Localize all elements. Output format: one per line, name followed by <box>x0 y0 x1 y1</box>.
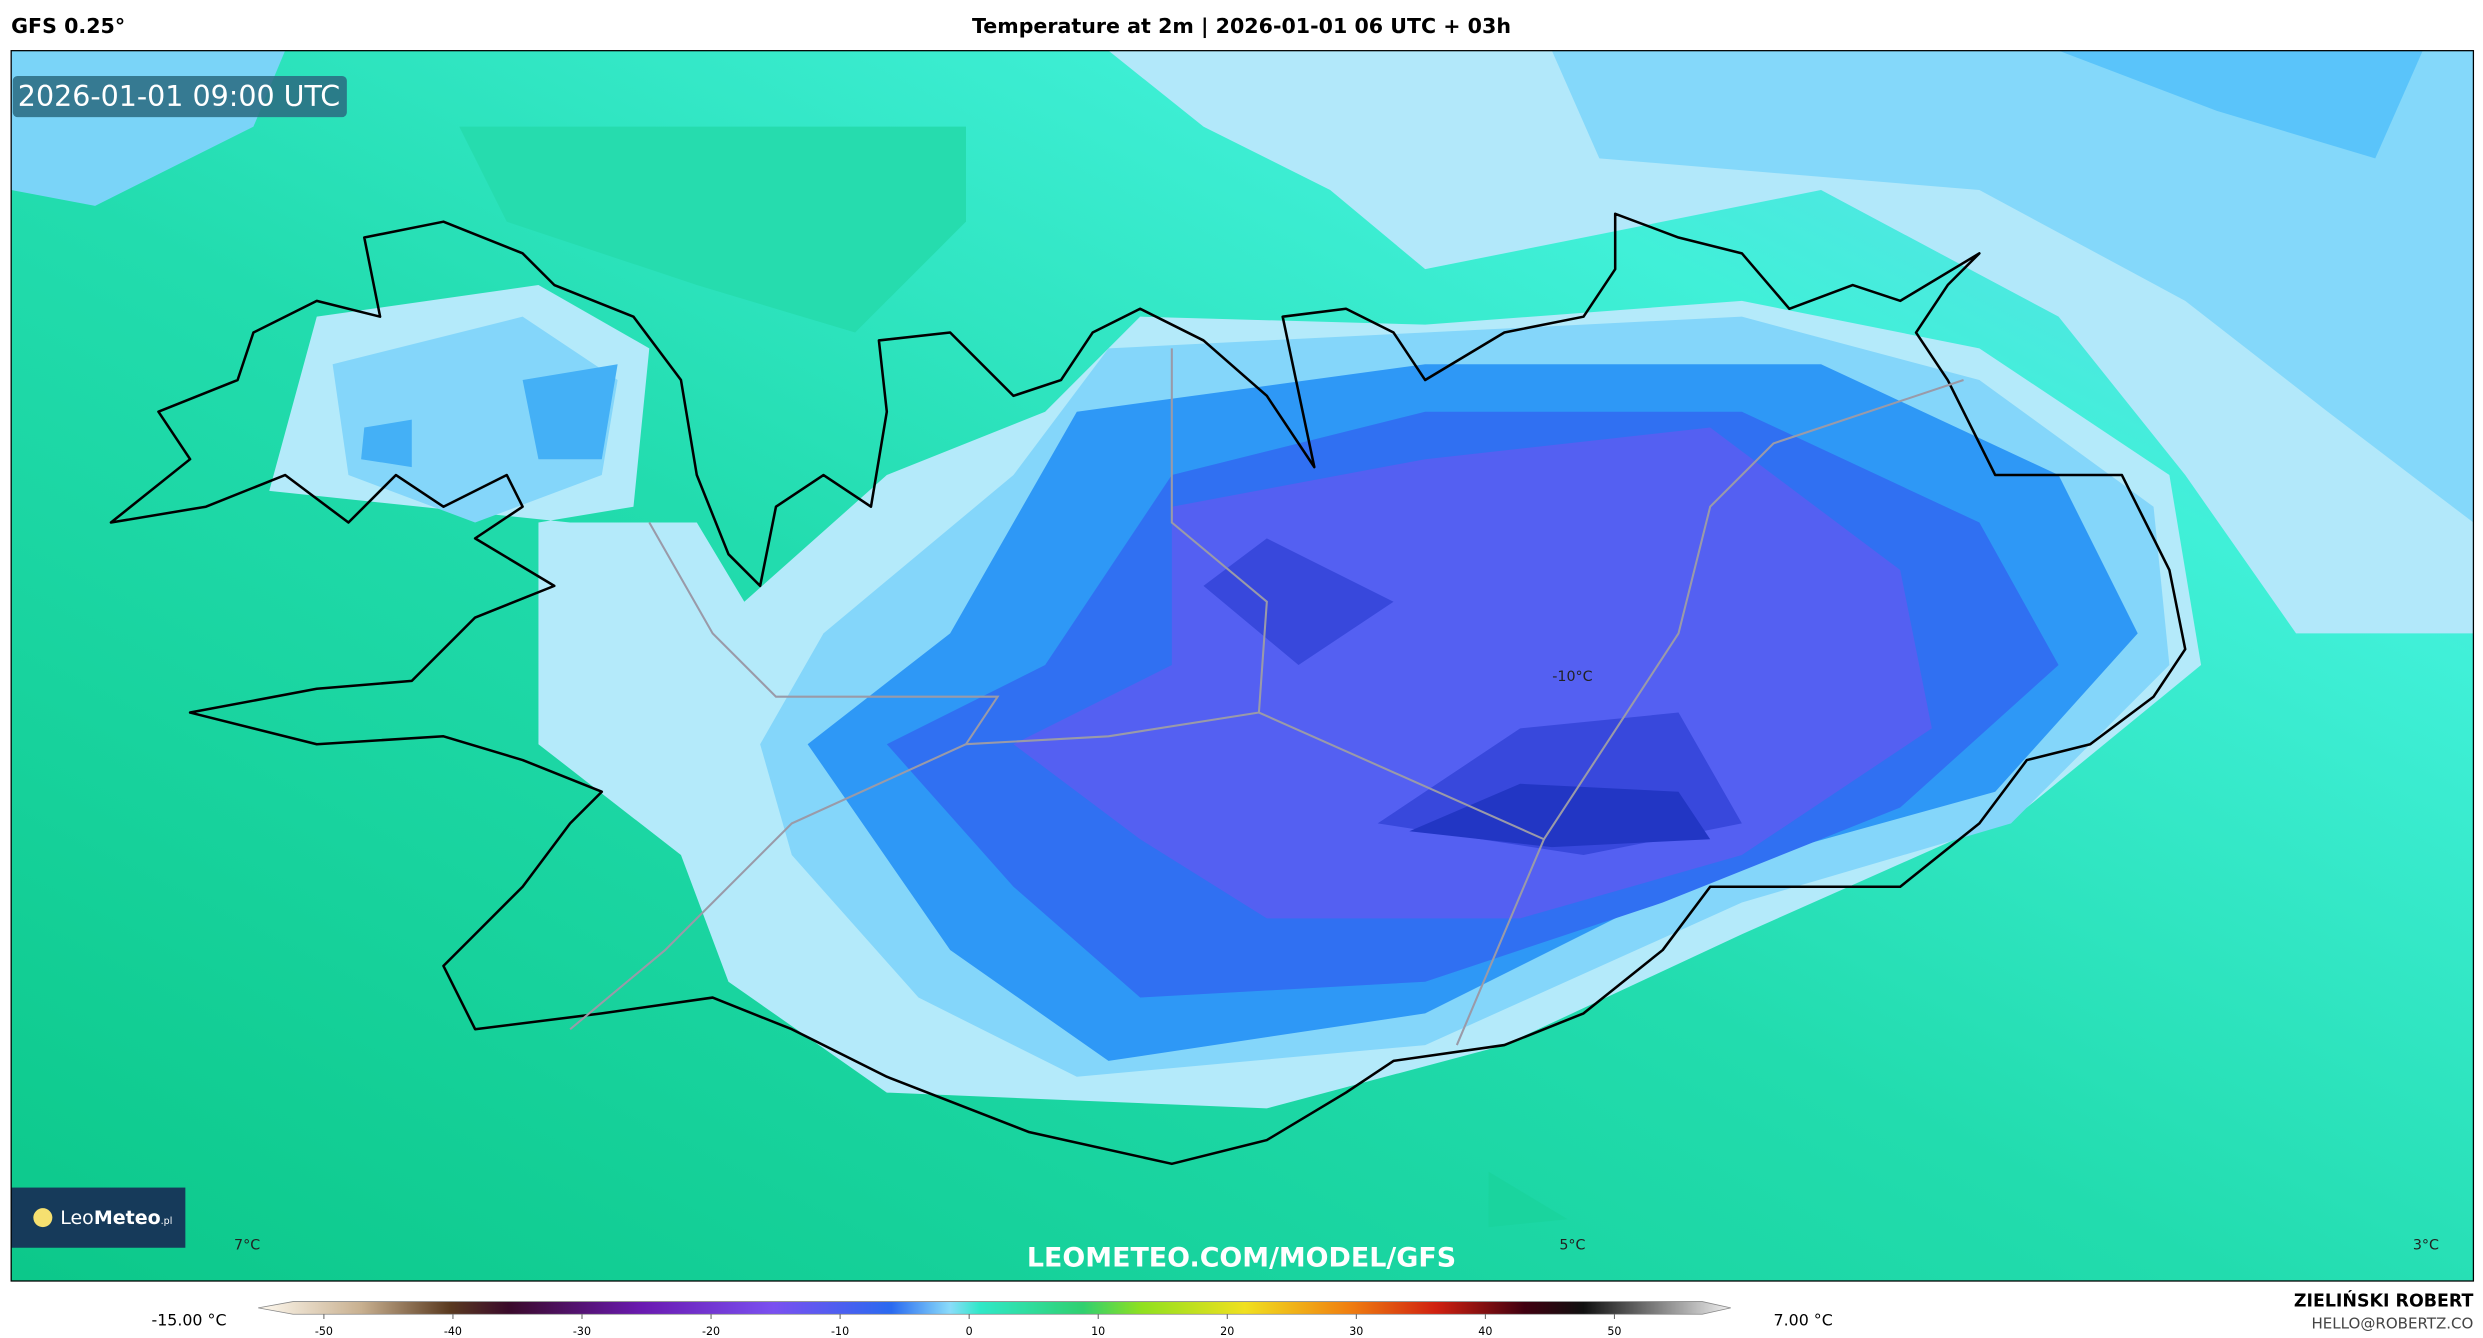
colorbar-tick-label: 10 <box>1091 1325 1105 1338</box>
colorbar-tick-label: 0 <box>966 1325 973 1338</box>
map-title: Temperature at 2m | 2026-01-01 06 UTC + … <box>972 14 1511 39</box>
contour <box>361 364 618 468</box>
watermark: LEOMETEO.COM/MODEL/GFS <box>1027 1243 1456 1274</box>
email: HELLO@ROBERTZ.CO <box>2312 1314 2474 1332</box>
map-label: 3°C <box>2413 1237 2439 1253</box>
roads <box>569 348 1964 1046</box>
colorbar-tick-label: -30 <box>573 1325 591 1338</box>
logo-leo: Leo <box>60 1207 94 1229</box>
contour <box>1203 538 1742 856</box>
author: ZIELIŃSKI ROBERT <box>2294 1289 2474 1311</box>
contour <box>1488 1171 1568 1228</box>
colorbar-tick-label: 50 <box>1607 1325 1621 1338</box>
contour <box>2058 50 2423 159</box>
colorbar: -15.00 °C 7.00 °C -50 -40 -30 -20 -10 0 10 20 30… <box>151 1301 1833 1338</box>
model-label: GFS 0.25° <box>11 14 125 38</box>
logo-text: LeoMeteo.pl <box>60 1207 172 1229</box>
colorbar-tick-label: -10 <box>831 1325 849 1338</box>
colorbar-bar <box>258 1301 1731 1315</box>
coastline <box>109 212 2187 1166</box>
colorbar-tick-label: -20 <box>702 1325 720 1338</box>
map: 2026-01-01 09:00 UTC -10°C 7°C 5°C 3°C L… <box>11 50 2474 1281</box>
colorbar-tick-label: -50 <box>315 1325 333 1338</box>
colorbar-min: -15.00 °C <box>151 1310 226 1329</box>
logo-suffix: .pl <box>161 1216 173 1227</box>
contour <box>1551 50 2474 523</box>
contour <box>459 126 966 333</box>
colorbar-tick-label: 40 <box>1478 1325 1492 1338</box>
colorbar-max: 7.00 °C <box>1774 1310 1833 1329</box>
colorbar-tick-label: -40 <box>444 1325 462 1338</box>
logo-sun <box>33 1208 53 1228</box>
logo-meteo: Meteo <box>94 1207 161 1229</box>
map-label: -10°C <box>1552 669 1592 685</box>
map-frame <box>10 50 2475 1282</box>
timestamp: 2026-01-01 09:00 UTC <box>18 80 340 113</box>
timestamp-box <box>12 76 347 118</box>
map-label: 7°C <box>234 1237 260 1253</box>
colorbar-tick-label: 30 <box>1349 1325 1363 1338</box>
map-label: 5°C <box>1559 1237 1585 1253</box>
colorbar-tick-label: 20 <box>1220 1325 1234 1338</box>
